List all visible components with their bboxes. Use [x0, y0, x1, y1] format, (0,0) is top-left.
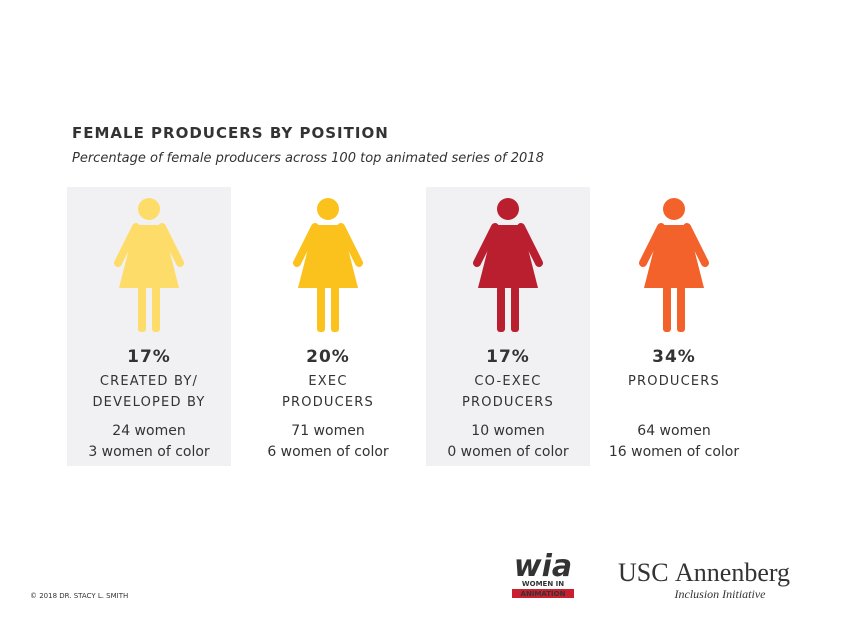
figure-leg	[331, 286, 339, 332]
women-of-color-count: 16 women of color	[609, 444, 740, 460]
percent: 20%	[306, 347, 350, 367]
figure-leg	[677, 286, 685, 332]
figure-arm	[517, 223, 543, 267]
figure-leg	[317, 286, 325, 332]
women-count: 24 women	[112, 423, 185, 439]
percent: 17%	[127, 347, 171, 367]
figure-leg	[497, 286, 505, 332]
position-label: PRODUCERS	[628, 374, 720, 389]
wia-sub: WOMEN IN	[522, 580, 564, 588]
title: FEMALE PRODUCERS BY POSITION	[72, 124, 389, 142]
women-of-color-count: 6 women of color	[267, 444, 389, 460]
figure-arm	[158, 223, 184, 267]
subtitle: Percentage of female producers across 10…	[72, 151, 544, 166]
figure-leg	[152, 286, 160, 332]
usc-logo: Annenberg	[675, 558, 790, 587]
women-of-color-count: 0 women of color	[447, 444, 569, 460]
figure-leg	[138, 286, 146, 332]
figure-leg	[663, 286, 671, 332]
position-label: DEVELOPED BY	[92, 395, 205, 410]
figure-head	[138, 198, 160, 220]
wia-logo: wia	[514, 549, 572, 584]
figure-arm	[337, 223, 363, 267]
women-count: 64 women	[637, 423, 710, 439]
usc-sub: Inclusion Initiative	[674, 587, 767, 601]
wia-sub: ANIMATION	[521, 590, 566, 598]
position-label: EXEC	[308, 374, 347, 389]
women-of-color-count: 3 women of color	[88, 444, 210, 460]
figure-dress	[119, 225, 179, 288]
women-count: 10 women	[471, 423, 544, 439]
position-label: PRODUCERS	[462, 395, 554, 410]
usc-logo: USC	[618, 558, 669, 587]
position-label: CO-EXEC	[474, 374, 541, 389]
figure-leg	[511, 286, 519, 332]
figure-arm	[683, 223, 709, 267]
figure-arm	[639, 223, 665, 267]
figure-dress	[644, 225, 704, 288]
women-count: 71 women	[291, 423, 364, 439]
position-label: CREATED BY/	[100, 374, 198, 389]
percent: 17%	[486, 347, 530, 367]
figure-arm	[114, 223, 140, 267]
figure-dress	[298, 225, 358, 288]
copyright: © 2018 DR. STACY L. SMITH	[30, 592, 128, 600]
figure-head	[663, 198, 685, 220]
figure-dress	[478, 225, 538, 288]
figure-arm	[473, 223, 499, 267]
figure-head	[497, 198, 519, 220]
figure-arm	[293, 223, 319, 267]
wia-band	[512, 589, 574, 598]
figure-head	[317, 198, 339, 220]
position-label: PRODUCERS	[282, 395, 374, 410]
percent: 34%	[652, 347, 696, 367]
